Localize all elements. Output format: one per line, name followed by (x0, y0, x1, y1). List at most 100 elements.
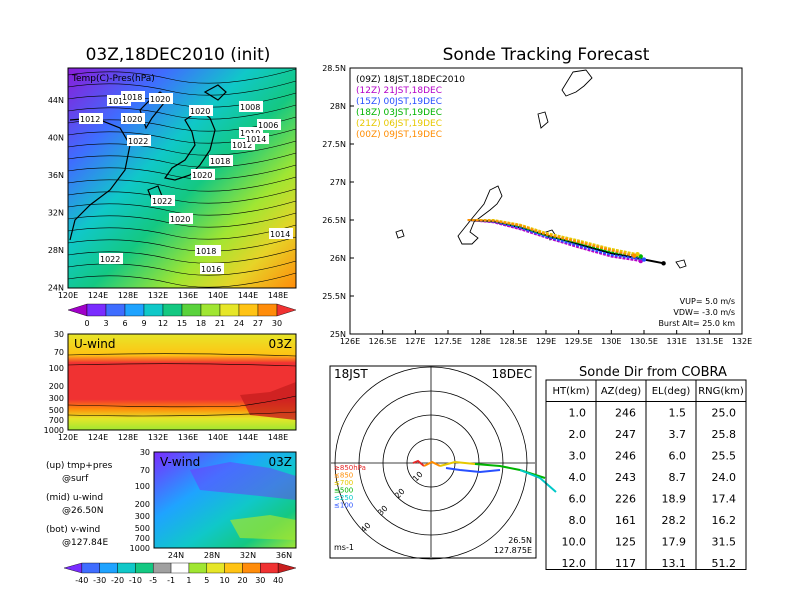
tracking-lon-ticks: 126E 126.5E 127E 127.5E 128E 128.5E 129E 129.5E… (340, 330, 752, 346)
colorbar-swatch (238, 303, 259, 317)
polar-hodograph (412, 459, 557, 493)
legend-entry: (12Z) 21JST,18DEC (356, 86, 442, 96)
isobar-line (67, 176, 297, 192)
table-cell: 1.5 (669, 407, 687, 420)
lat-tick: 26N (330, 254, 346, 263)
sonde-direction-table: HT(km) AZ(deg) EL(deg) RNG(km) 1.0 246 1.5 25.0… (545, 379, 747, 570)
isobar-label-bg (127, 135, 151, 146)
colorbar-tick: -40 (75, 576, 88, 585)
colorbar-swatch (188, 562, 207, 574)
table-cell: 17.4 (712, 493, 737, 506)
v-wind-frame (153, 451, 297, 549)
u-wind-frame (67, 333, 297, 431)
lat-tick: 26.5N (322, 216, 346, 225)
colorbar-tick: -5 (149, 576, 157, 585)
isobar-label-bg (149, 93, 173, 104)
legend-entry: (18Z) 03JST,19DEC (356, 108, 442, 118)
isobar-label-bg (245, 133, 269, 144)
legend-entry: (21Z) 06JST,19DEC (356, 119, 442, 129)
lon-tick: 128.5E (499, 337, 527, 346)
isobar-line (67, 68, 297, 84)
track-end-marker (638, 258, 643, 264)
table-cell: 2.0 (569, 428, 587, 441)
polar-lon: 127.875E (494, 546, 532, 555)
isobar-label: 1022 (100, 255, 120, 264)
lon-tick: 120E (58, 291, 78, 300)
level-label: ≤500 (334, 487, 353, 495)
track-end-marker (641, 257, 647, 262)
lon-tick: 136E (178, 433, 198, 442)
isobar-label: 1020 (192, 171, 212, 180)
colorbar-tick: -1 (167, 576, 175, 585)
pressure-tick: 1000 (130, 544, 150, 553)
param-vdw: VDW= -3.0 m/s (673, 308, 735, 317)
map-frame (67, 67, 297, 289)
colorbar-tick: 6 (122, 319, 127, 328)
lat-tick: 28N (330, 102, 346, 111)
lon-tick: 148E (268, 291, 288, 300)
isobar-label: 1016 (108, 97, 128, 106)
colorbar-swatch (67, 303, 88, 317)
pressure-tick: 300 (49, 394, 64, 403)
track-end-marker (632, 253, 637, 258)
pressure-tick: 30 (54, 330, 64, 339)
track-line (467, 219, 635, 257)
isobar-label: 1022 (152, 197, 172, 206)
isobar-label-bg (191, 169, 215, 180)
tracking-title: Sonde Tracking Forecast (443, 45, 650, 65)
colorbar-swatch (206, 562, 225, 574)
track-end-marker (638, 254, 643, 259)
lon-tick: 130E (601, 337, 621, 346)
table-cell: 226 (615, 493, 636, 506)
table-cell: 125 (615, 536, 636, 549)
isobar-line (67, 248, 297, 264)
table-header-cell: EL(deg) (652, 386, 691, 397)
lat-tick: 28N (48, 246, 64, 255)
lat-tick: 44N (48, 96, 64, 105)
pressure-tick: 70 (140, 466, 150, 475)
pressure-tick: 100 (49, 364, 64, 373)
lon-tick: 131.5E (695, 337, 723, 346)
lat-tick: 24N (48, 284, 64, 293)
colorbar-tick: -10 (129, 576, 142, 585)
colorbar-swatch (162, 303, 183, 317)
colorbar-swatch (257, 303, 278, 317)
colorbar-swatch (276, 303, 297, 317)
lon-tick: 130.5E (630, 337, 658, 346)
lon-tick: 140E (208, 433, 228, 442)
isobar-label-bg (257, 119, 281, 130)
isobar-label: 1020 (190, 107, 210, 116)
tracking-frame (349, 67, 743, 335)
colorbar-swatch (124, 303, 145, 317)
note-up-2: @surf (62, 474, 89, 484)
table-cell: 24.0 (712, 471, 737, 484)
colorbar-tick: 10 (220, 576, 230, 585)
lon-tick: 129E (536, 337, 556, 346)
pressure-tick: 500 (49, 406, 64, 415)
pressure-tick: 30 (140, 448, 150, 457)
isobar-line (67, 140, 297, 156)
lon-tick: 148E (268, 433, 288, 442)
table-header-cell: RNG(km) (698, 386, 744, 397)
pressure-tick: 700 (135, 534, 150, 543)
legend-entry: (09Z) 18JST,18DEC2010 (356, 75, 465, 85)
table-header-cell: AZ(deg) (601, 386, 641, 397)
tracking-paths (467, 219, 666, 266)
isobar-label-bg (209, 155, 233, 166)
isobar-label: 1008 (240, 103, 260, 112)
colorbar-swatch (63, 562, 83, 574)
colorbar-tick: -20 (111, 576, 124, 585)
note-mid-1: (mid) u-wind (46, 493, 103, 503)
pressure-tick: 200 (135, 500, 150, 509)
lon-tick: 132E (148, 433, 168, 442)
lat-tick: 25.5N (322, 292, 346, 301)
table-cell: 8.0 (569, 514, 587, 527)
colorbar-swatch (143, 303, 164, 317)
isobar-line (67, 236, 297, 252)
lon-tick: 144E (238, 433, 258, 442)
colorbar-tick: 30 (255, 576, 265, 585)
v-wind-time: 03Z (269, 455, 293, 469)
tracking-legend: (09Z) 18JST,18DEC2010(12Z) 21JST,18DEC (1… (356, 75, 465, 140)
